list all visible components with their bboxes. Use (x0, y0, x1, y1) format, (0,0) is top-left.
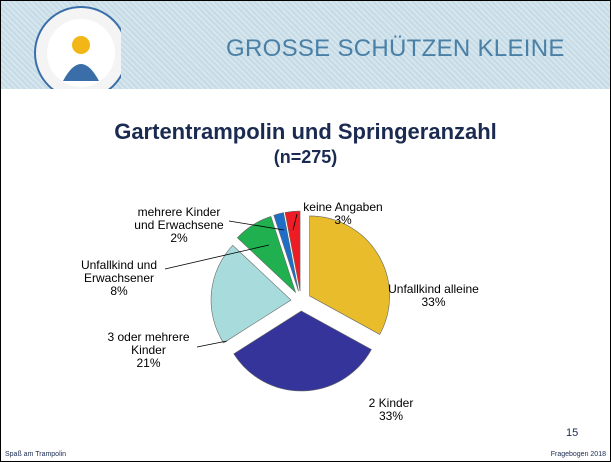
slice-value: 21% (136, 356, 161, 370)
pie-slice (233, 310, 372, 392)
leader-line (292, 213, 298, 231)
leader-line (164, 244, 270, 270)
slice-name: 3 oder mehrere Kinder (107, 330, 190, 357)
slice-label: Unfallkind und Erwachsener 8% (73, 259, 165, 298)
slice-name: keine Angaben (303, 200, 383, 214)
slice-label: mehrere Kinder und Erwachsene 2% (129, 206, 229, 245)
logo (34, 6, 121, 89)
pie-slice (309, 215, 390, 335)
footer-right: Fragebogen 2018 (550, 451, 606, 458)
slice-value: 2% (170, 231, 188, 245)
slice-name: Unfallkind alleine (388, 282, 479, 296)
header-band: GROSSE SCHÜTZEN KLEINE (1, 1, 610, 91)
slice-value: 3% (334, 213, 352, 227)
leader-line (228, 220, 285, 231)
slice-name: Unfallkind und Erwachsener (80, 258, 158, 285)
slice-value: 8% (110, 284, 128, 298)
slice-label: 2 Kinder 33% (351, 397, 431, 423)
slice-label: 3 oder mehrere Kinder 21% (101, 331, 196, 370)
pie-slice (284, 210, 301, 292)
header-title: GROSSE SCHÜTZEN KLEINE (226, 35, 565, 62)
leader-line (196, 340, 228, 348)
slice-value: 33% (421, 295, 446, 309)
slice-label: keine Angaben 3% (293, 201, 393, 227)
chart-title: Gartentrampolin und Springeranzahl (114, 119, 497, 144)
footer-left: Spaß am Trampolin (5, 451, 67, 458)
slice-value: 33% (378, 409, 404, 423)
pie-slice (210, 244, 292, 344)
pie-slice (273, 212, 299, 292)
slice-name: 2 Kinder (368, 396, 414, 410)
chart-subtitle: (n=275) (273, 147, 338, 167)
slice-name: mehrere Kinder und Erwachsene (134, 205, 224, 232)
page-number: 15 (566, 427, 579, 439)
slice-label: Unfallkind alleine 33% (371, 283, 496, 309)
